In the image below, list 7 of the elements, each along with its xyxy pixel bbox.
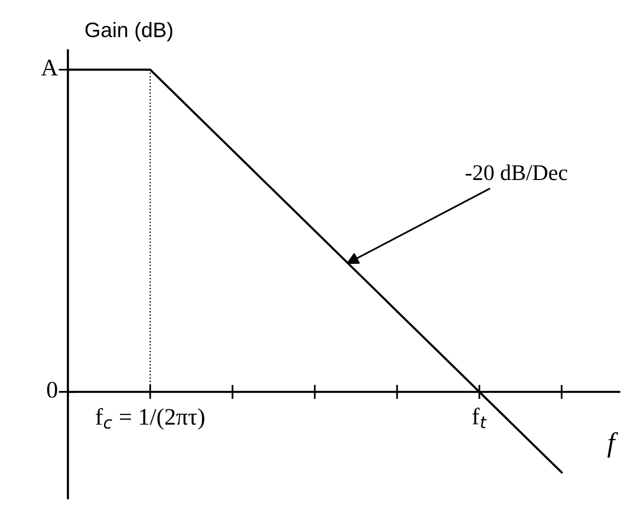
annotation: -20 dB/Dec [466, 164, 568, 180]
x-axis-title: f [607, 432, 618, 458]
text: A [41, 60, 58, 76]
x-tick-label: f$_{t}$ [472, 408, 487, 428]
text: 0 [47, 382, 58, 398]
y-axis-title: Gain (dB) [85, 22, 172, 42]
x-tick-label: f$_{c}$ = 1/(2πτ) [96, 408, 204, 430]
